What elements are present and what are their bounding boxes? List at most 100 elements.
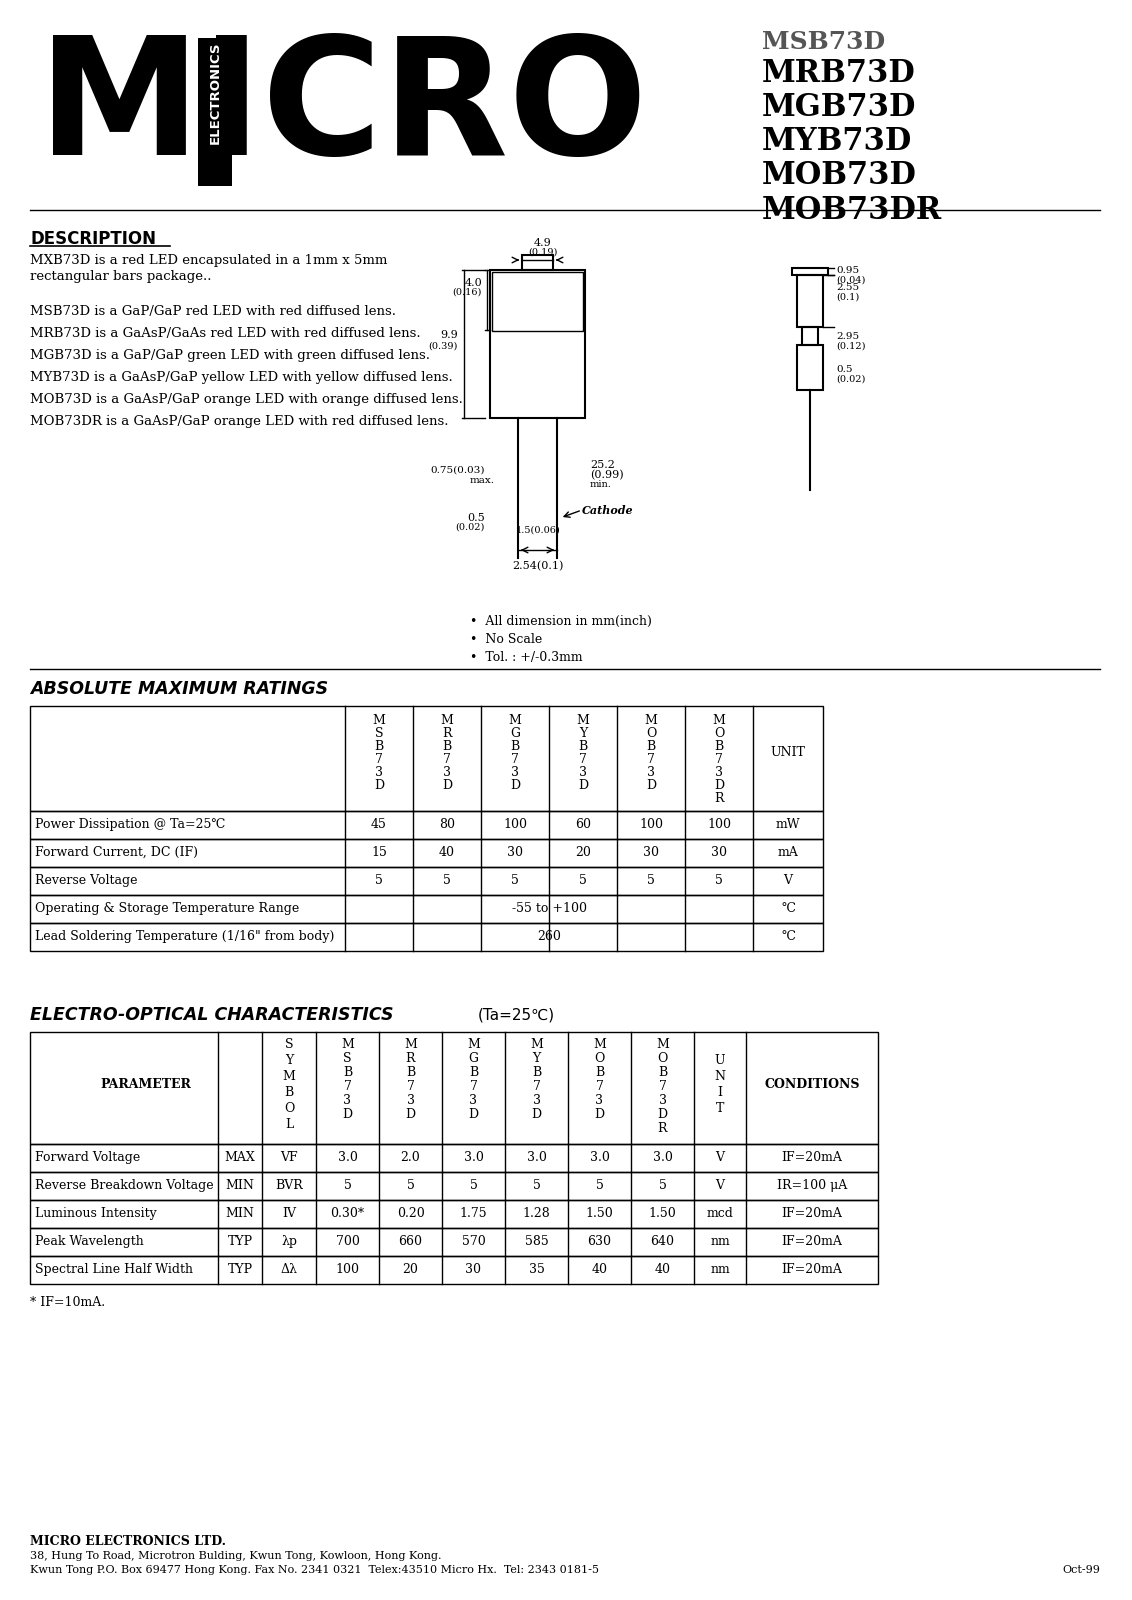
Text: 5: 5: [715, 874, 723, 886]
Text: V: V: [715, 1179, 724, 1192]
Text: 25.2: 25.2: [590, 461, 615, 470]
Text: 5: 5: [344, 1179, 351, 1192]
Text: 3: 3: [595, 1094, 603, 1107]
Text: (0.39): (0.39): [429, 342, 458, 350]
Text: 3.0: 3.0: [652, 1150, 672, 1165]
Text: G: G: [469, 1053, 479, 1066]
Text: B: B: [646, 739, 655, 754]
Text: R: R: [443, 726, 452, 739]
Text: BVR: BVR: [275, 1179, 303, 1192]
Text: 2.0: 2.0: [401, 1150, 420, 1165]
Text: 3: 3: [648, 766, 655, 779]
Text: VF: VF: [281, 1150, 298, 1165]
Bar: [31, 1200, 878, 1229]
Text: 0.5: 0.5: [837, 365, 852, 374]
Text: 7: 7: [532, 1080, 540, 1093]
Text: 0.30*: 0.30*: [331, 1206, 365, 1219]
Text: O: O: [646, 726, 657, 739]
Text: Forward Voltage: Forward Voltage: [35, 1150, 140, 1165]
Text: MYB73D: MYB73D: [762, 126, 912, 157]
Text: 40: 40: [654, 1262, 670, 1277]
Text: MAX: MAX: [224, 1150, 256, 1165]
Text: 7: 7: [443, 754, 451, 766]
Text: Forward Current, DC (IF): Forward Current, DC (IF): [35, 846, 198, 859]
Bar: [31, 894, 823, 923]
Text: 4.9: 4.9: [533, 238, 551, 248]
Text: O: O: [658, 1053, 668, 1066]
Text: D: D: [658, 1107, 668, 1122]
Text: Y: Y: [285, 1054, 293, 1067]
Bar: [490, 270, 585, 418]
Text: •  No Scale: • No Scale: [470, 634, 542, 646]
Text: D: D: [469, 1107, 479, 1122]
Text: 3.0: 3.0: [464, 1150, 483, 1165]
Text: IR=100 μA: IR=100 μA: [777, 1179, 847, 1192]
Text: MSB73D: MSB73D: [762, 30, 885, 54]
Text: Spectral Line Half Width: Spectral Line Half Width: [35, 1262, 192, 1277]
Text: MGB73D: MGB73D: [762, 91, 917, 123]
Text: max.: max.: [470, 477, 495, 485]
Text: D: D: [594, 1107, 604, 1122]
Text: D: D: [405, 1107, 415, 1122]
Text: Reverse Voltage: Reverse Voltage: [35, 874, 137, 886]
Text: (0.1): (0.1): [837, 293, 859, 302]
Text: 3: 3: [659, 1094, 667, 1107]
Text: 5: 5: [648, 874, 655, 886]
Bar: [801, 326, 818, 346]
Text: 5: 5: [443, 874, 451, 886]
Text: N: N: [714, 1070, 726, 1083]
Text: 3: 3: [343, 1094, 352, 1107]
Text: D: D: [441, 779, 452, 792]
Text: Power Dissipation @ Ta=25℃: Power Dissipation @ Ta=25℃: [35, 818, 225, 830]
Text: M: M: [712, 714, 726, 726]
Text: 7: 7: [595, 1080, 603, 1093]
Text: DESCRIPTION: DESCRIPTION: [31, 230, 156, 248]
Bar: [31, 1032, 878, 1144]
Text: M: M: [341, 1038, 354, 1051]
Text: D: D: [646, 779, 657, 792]
Bar: [31, 1144, 878, 1171]
Text: MSB73D is a GaP/GaP red LED with red diffused lens.: MSB73D is a GaP/GaP red LED with red dif…: [31, 306, 396, 318]
Text: 5: 5: [595, 1179, 603, 1192]
Text: S: S: [285, 1038, 293, 1051]
Bar: [31, 811, 823, 838]
Text: mA: mA: [778, 846, 798, 859]
Text: 2.54(0.1): 2.54(0.1): [512, 562, 564, 571]
Text: 4.0: 4.0: [464, 278, 482, 288]
Text: 7: 7: [715, 754, 723, 766]
Text: ABSOLUTE MAXIMUM RATINGS: ABSOLUTE MAXIMUM RATINGS: [31, 680, 328, 698]
Text: D: D: [343, 1107, 352, 1122]
Text: Operating & Storage Temperature Range: Operating & Storage Temperature Range: [35, 902, 299, 915]
Text: B: B: [511, 739, 520, 754]
Text: MRB73D: MRB73D: [762, 58, 916, 90]
Text: 0.20: 0.20: [396, 1206, 424, 1219]
Text: 30: 30: [507, 846, 523, 859]
Text: D: D: [509, 779, 520, 792]
Bar: [31, 923, 823, 950]
Text: ELECTRO-OPTICAL CHARACTERISTICS: ELECTRO-OPTICAL CHARACTERISTICS: [31, 1006, 394, 1024]
Text: 5: 5: [532, 1179, 540, 1192]
Text: 20: 20: [575, 846, 591, 859]
Text: 3: 3: [406, 1094, 414, 1107]
Text: B: B: [343, 1066, 352, 1078]
Text: M: M: [593, 1038, 606, 1051]
Text: (0.12): (0.12): [837, 342, 866, 350]
Text: R: R: [658, 1122, 667, 1134]
Bar: [31, 1171, 878, 1200]
Text: IF=20mA: IF=20mA: [781, 1150, 842, 1165]
Text: 5: 5: [580, 874, 586, 886]
Text: V: V: [715, 1150, 724, 1165]
Text: TYP: TYP: [228, 1235, 252, 1248]
Bar: [31, 1229, 878, 1256]
Text: 40: 40: [439, 846, 455, 859]
Text: IV: IV: [282, 1206, 295, 1219]
Text: 7: 7: [375, 754, 383, 766]
Text: 3: 3: [511, 766, 518, 779]
Text: U: U: [714, 1054, 726, 1067]
Text: 260: 260: [537, 930, 561, 942]
Text: V: V: [783, 874, 792, 886]
Text: 5: 5: [375, 874, 383, 886]
Text: MOB73DR is a GaAsP/GaP orange LED with red diffused lens.: MOB73DR is a GaAsP/GaP orange LED with r…: [31, 414, 448, 427]
Bar: [792, 267, 827, 275]
Text: 1.5(0.06): 1.5(0.06): [515, 526, 560, 534]
